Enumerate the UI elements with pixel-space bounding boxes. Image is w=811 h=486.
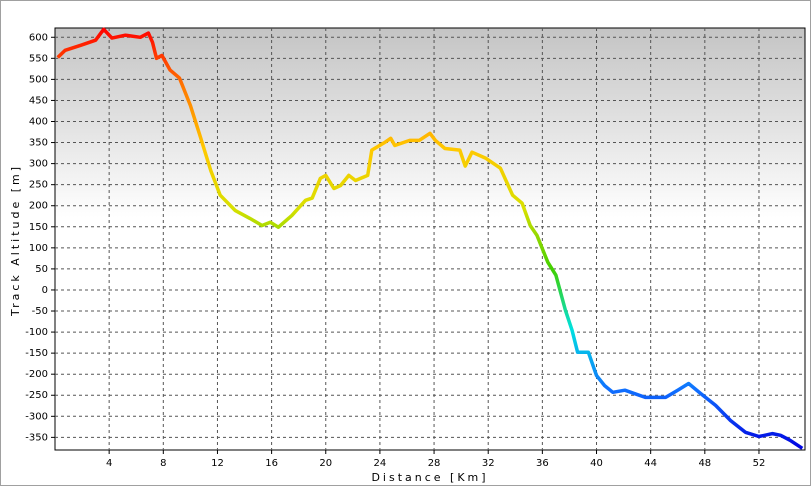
x-tick-label: 44 xyxy=(644,458,657,469)
y-tick-label: 300 xyxy=(29,159,48,170)
y-tick-label: 100 xyxy=(29,243,48,254)
x-axis-title: Distance [Km] xyxy=(371,471,488,484)
y-tick-label: 200 xyxy=(29,201,48,212)
y-tick-label: 250 xyxy=(29,180,48,191)
x-tick-label: 48 xyxy=(698,458,711,469)
x-tick-label: 16 xyxy=(265,458,278,469)
y-tick-label: -150 xyxy=(25,348,48,359)
y-tick-label: 350 xyxy=(29,138,48,149)
y-tick-label: 150 xyxy=(29,222,48,233)
y-tick-label: -350 xyxy=(25,432,48,443)
x-tick-label: 20 xyxy=(319,458,332,469)
y-tick-label: -100 xyxy=(25,327,48,338)
y-tick-label: 50 xyxy=(35,264,48,275)
x-tick-label: 8 xyxy=(160,458,166,469)
x-tick-label: 12 xyxy=(211,458,224,469)
x-tick-label: 52 xyxy=(753,458,766,469)
x-tick-label: 4 xyxy=(106,458,112,469)
series xyxy=(56,27,804,450)
y-tick-label: -250 xyxy=(25,390,48,401)
x-tick-label: 24 xyxy=(374,458,387,469)
altitude-line xyxy=(56,27,804,450)
y-tick-label: 600 xyxy=(29,32,48,43)
y-tick-label: -300 xyxy=(25,411,48,422)
x-tick-label: 32 xyxy=(482,458,495,469)
x-tick-label: 40 xyxy=(590,458,603,469)
x-tick-label: 28 xyxy=(428,458,441,469)
x-tick-label: 36 xyxy=(536,458,549,469)
y-tick-label: -200 xyxy=(25,369,48,380)
y-tick-label: 450 xyxy=(29,95,48,106)
plot-area xyxy=(54,27,806,451)
grid xyxy=(51,28,805,454)
y-tick-label: 550 xyxy=(29,53,48,64)
y-tick-label: 500 xyxy=(29,74,48,85)
y-tick-label: 400 xyxy=(29,116,48,127)
y-tick-label: -50 xyxy=(32,306,48,317)
y-axis-title: Track Altitude [m] xyxy=(9,164,22,317)
y-tick-label: 0 xyxy=(42,285,48,296)
